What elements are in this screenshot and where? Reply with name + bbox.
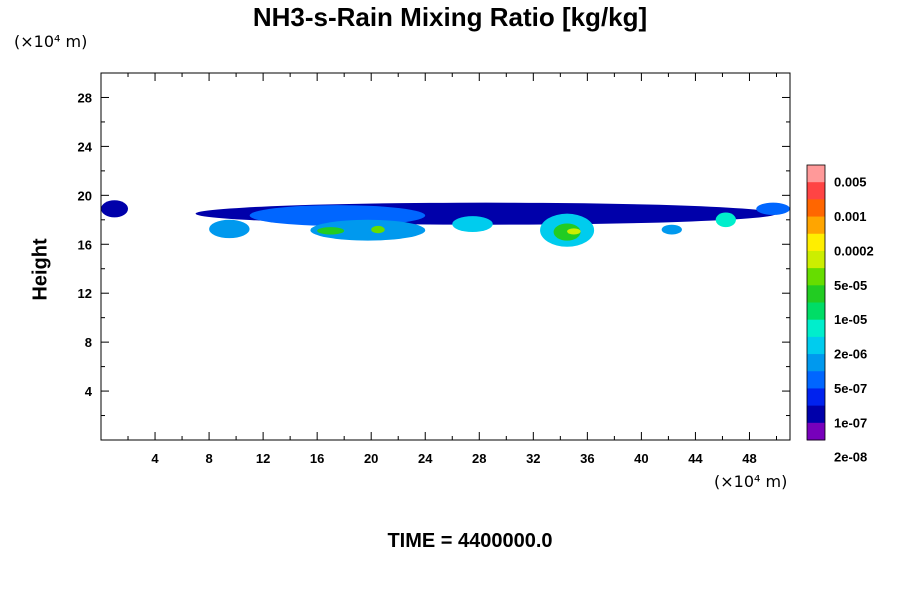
y-tick-label: 4 xyxy=(85,384,93,399)
y-tick-label: 16 xyxy=(78,237,92,252)
colorbar-label: 5e-05 xyxy=(834,278,867,293)
x-tick-label: 32 xyxy=(526,451,540,466)
colorbar-label: 0.001 xyxy=(834,209,867,224)
field-region xyxy=(661,224,682,235)
data-layer xyxy=(101,200,790,247)
x-tick-label: 12 xyxy=(256,451,270,466)
x-tick-label: 24 xyxy=(418,451,433,466)
colorbar-label: 5e-07 xyxy=(834,381,867,396)
field-region xyxy=(310,219,426,241)
colorbar-swatch xyxy=(807,422,825,441)
colorbar-swatch xyxy=(807,388,825,407)
chart-title: NH3-s-Rain Mixing Ratio [kg/kg] xyxy=(252,2,648,32)
colorbar-swatch xyxy=(807,250,825,269)
field-region xyxy=(209,219,250,239)
y-tick-label: 12 xyxy=(78,286,92,301)
x-axis-unit: (×10⁴ m) xyxy=(714,472,788,491)
y-tick-label: 28 xyxy=(78,90,92,105)
field-region xyxy=(452,216,493,233)
colorbar-swatch xyxy=(807,199,825,218)
colorbar-swatch xyxy=(807,285,825,303)
colorbar-label: 1e-05 xyxy=(834,312,867,327)
colorbar-frame xyxy=(806,164,826,441)
field-region xyxy=(715,212,736,228)
field-region xyxy=(317,227,345,235)
colorbar-label: 2e-06 xyxy=(834,347,867,362)
colorbar-swatch xyxy=(807,233,825,252)
field-region xyxy=(756,202,790,215)
colorbar-label: 2e-08 xyxy=(834,450,867,465)
x-tick-label: 4 xyxy=(151,451,159,466)
field-region xyxy=(553,223,581,241)
x-tick-label: 16 xyxy=(310,451,324,466)
colorbar-swatch xyxy=(807,405,825,424)
field-region xyxy=(371,225,385,234)
colorbar-swatch xyxy=(807,371,825,389)
x-tick-label: 36 xyxy=(580,451,594,466)
colorbar-label: 0.0002 xyxy=(834,243,874,258)
field-region xyxy=(567,228,581,235)
colorbar-label: 0.005 xyxy=(834,175,867,190)
x-tick-label: 20 xyxy=(364,451,378,466)
y-axis-unit: (×10⁴ m) xyxy=(14,32,88,51)
plot-frame xyxy=(100,72,791,441)
x-tick-label: 48 xyxy=(742,451,756,466)
x-tick-label: 44 xyxy=(688,451,703,466)
colorbar-swatch xyxy=(807,165,825,183)
colorbar: 0.005 0.001 0.0002 5e-05 1e-05 2e-06 5e-07 1e-0… xyxy=(806,164,874,465)
colorbar-swatch xyxy=(807,302,825,321)
x-tick-label: 28 xyxy=(472,451,486,466)
colorbar-swatch xyxy=(807,354,825,372)
y-tick-label: 8 xyxy=(85,335,92,350)
colorbar-swatch xyxy=(807,216,825,235)
time-label: TIME = 4400000.0 xyxy=(387,530,553,552)
x-tick-label: 8 xyxy=(205,451,212,466)
colorbar-swatch xyxy=(807,182,825,200)
colorbar-label: 1e-07 xyxy=(834,415,867,430)
colorbar-swatch xyxy=(807,268,825,286)
y-tick-label: 24 xyxy=(78,139,93,154)
field-region xyxy=(101,200,129,218)
colorbar-swatch xyxy=(807,319,825,338)
colorbar-swatch xyxy=(807,336,825,355)
y-tick-label: 20 xyxy=(78,188,92,203)
x-tick-label: 40 xyxy=(634,451,648,466)
